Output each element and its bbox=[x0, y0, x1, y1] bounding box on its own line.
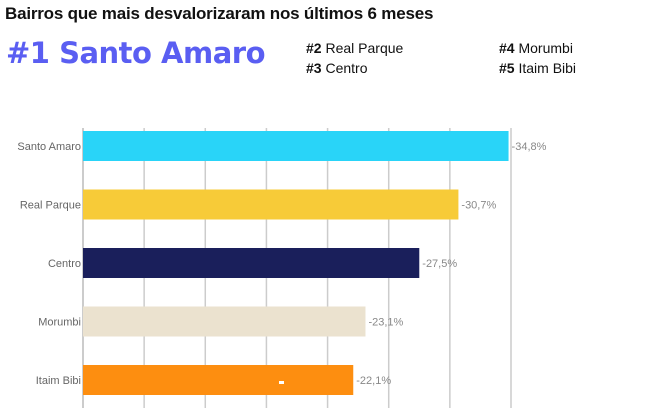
category-label: Itaim Bibi bbox=[36, 375, 81, 387]
category-labels: Santo Amaro Real Parque Centro Morumbi Itaim… bbox=[17, 141, 81, 387]
value-label: -27,5% bbox=[422, 258, 457, 270]
rank-3: #3 Centro bbox=[306, 60, 368, 76]
bar bbox=[83, 248, 420, 278]
top-ranked-neighborhood: #1 Santo Amaro bbox=[6, 36, 266, 70]
bars bbox=[83, 131, 509, 395]
value-label: -30,7% bbox=[461, 200, 496, 212]
rank-2: #2 Real Parque bbox=[306, 40, 403, 56]
rank-5-number: #5 bbox=[499, 60, 515, 76]
rank-3-name: Centro bbox=[325, 60, 368, 76]
rank-2-number: #2 bbox=[306, 40, 322, 56]
rank-2-name: Real Parque bbox=[325, 40, 404, 56]
chart-title: Bairros que mais desvalorizaram nos últi… bbox=[5, 4, 434, 23]
rank-5-name: Itaim Bibi bbox=[518, 60, 577, 76]
value-label: -34,8% bbox=[512, 141, 547, 153]
category-label: Morumbi bbox=[38, 317, 81, 329]
category-label: Real Parque bbox=[20, 200, 81, 212]
category-label: Santo Amaro bbox=[17, 141, 81, 153]
value-label: -22,1% bbox=[356, 375, 391, 387]
rank-4: #4 Morumbi bbox=[499, 40, 573, 56]
bar bbox=[83, 365, 354, 395]
bar bbox=[83, 306, 366, 337]
value-labels: -34,8% -30,7% -27,5% -23,1% -22,1% bbox=[356, 141, 546, 387]
rank-5: #5 Itaim Bibi bbox=[499, 60, 576, 76]
rank-4-number: #4 bbox=[499, 40, 515, 56]
rank-4-name: Morumbi bbox=[518, 40, 573, 56]
bar bbox=[83, 189, 459, 220]
category-label: Centro bbox=[48, 258, 81, 270]
bar bbox=[83, 131, 509, 161]
value-label: -23,1% bbox=[368, 317, 403, 329]
rank-3-number: #3 bbox=[306, 60, 322, 76]
artifact-mark bbox=[279, 381, 284, 384]
